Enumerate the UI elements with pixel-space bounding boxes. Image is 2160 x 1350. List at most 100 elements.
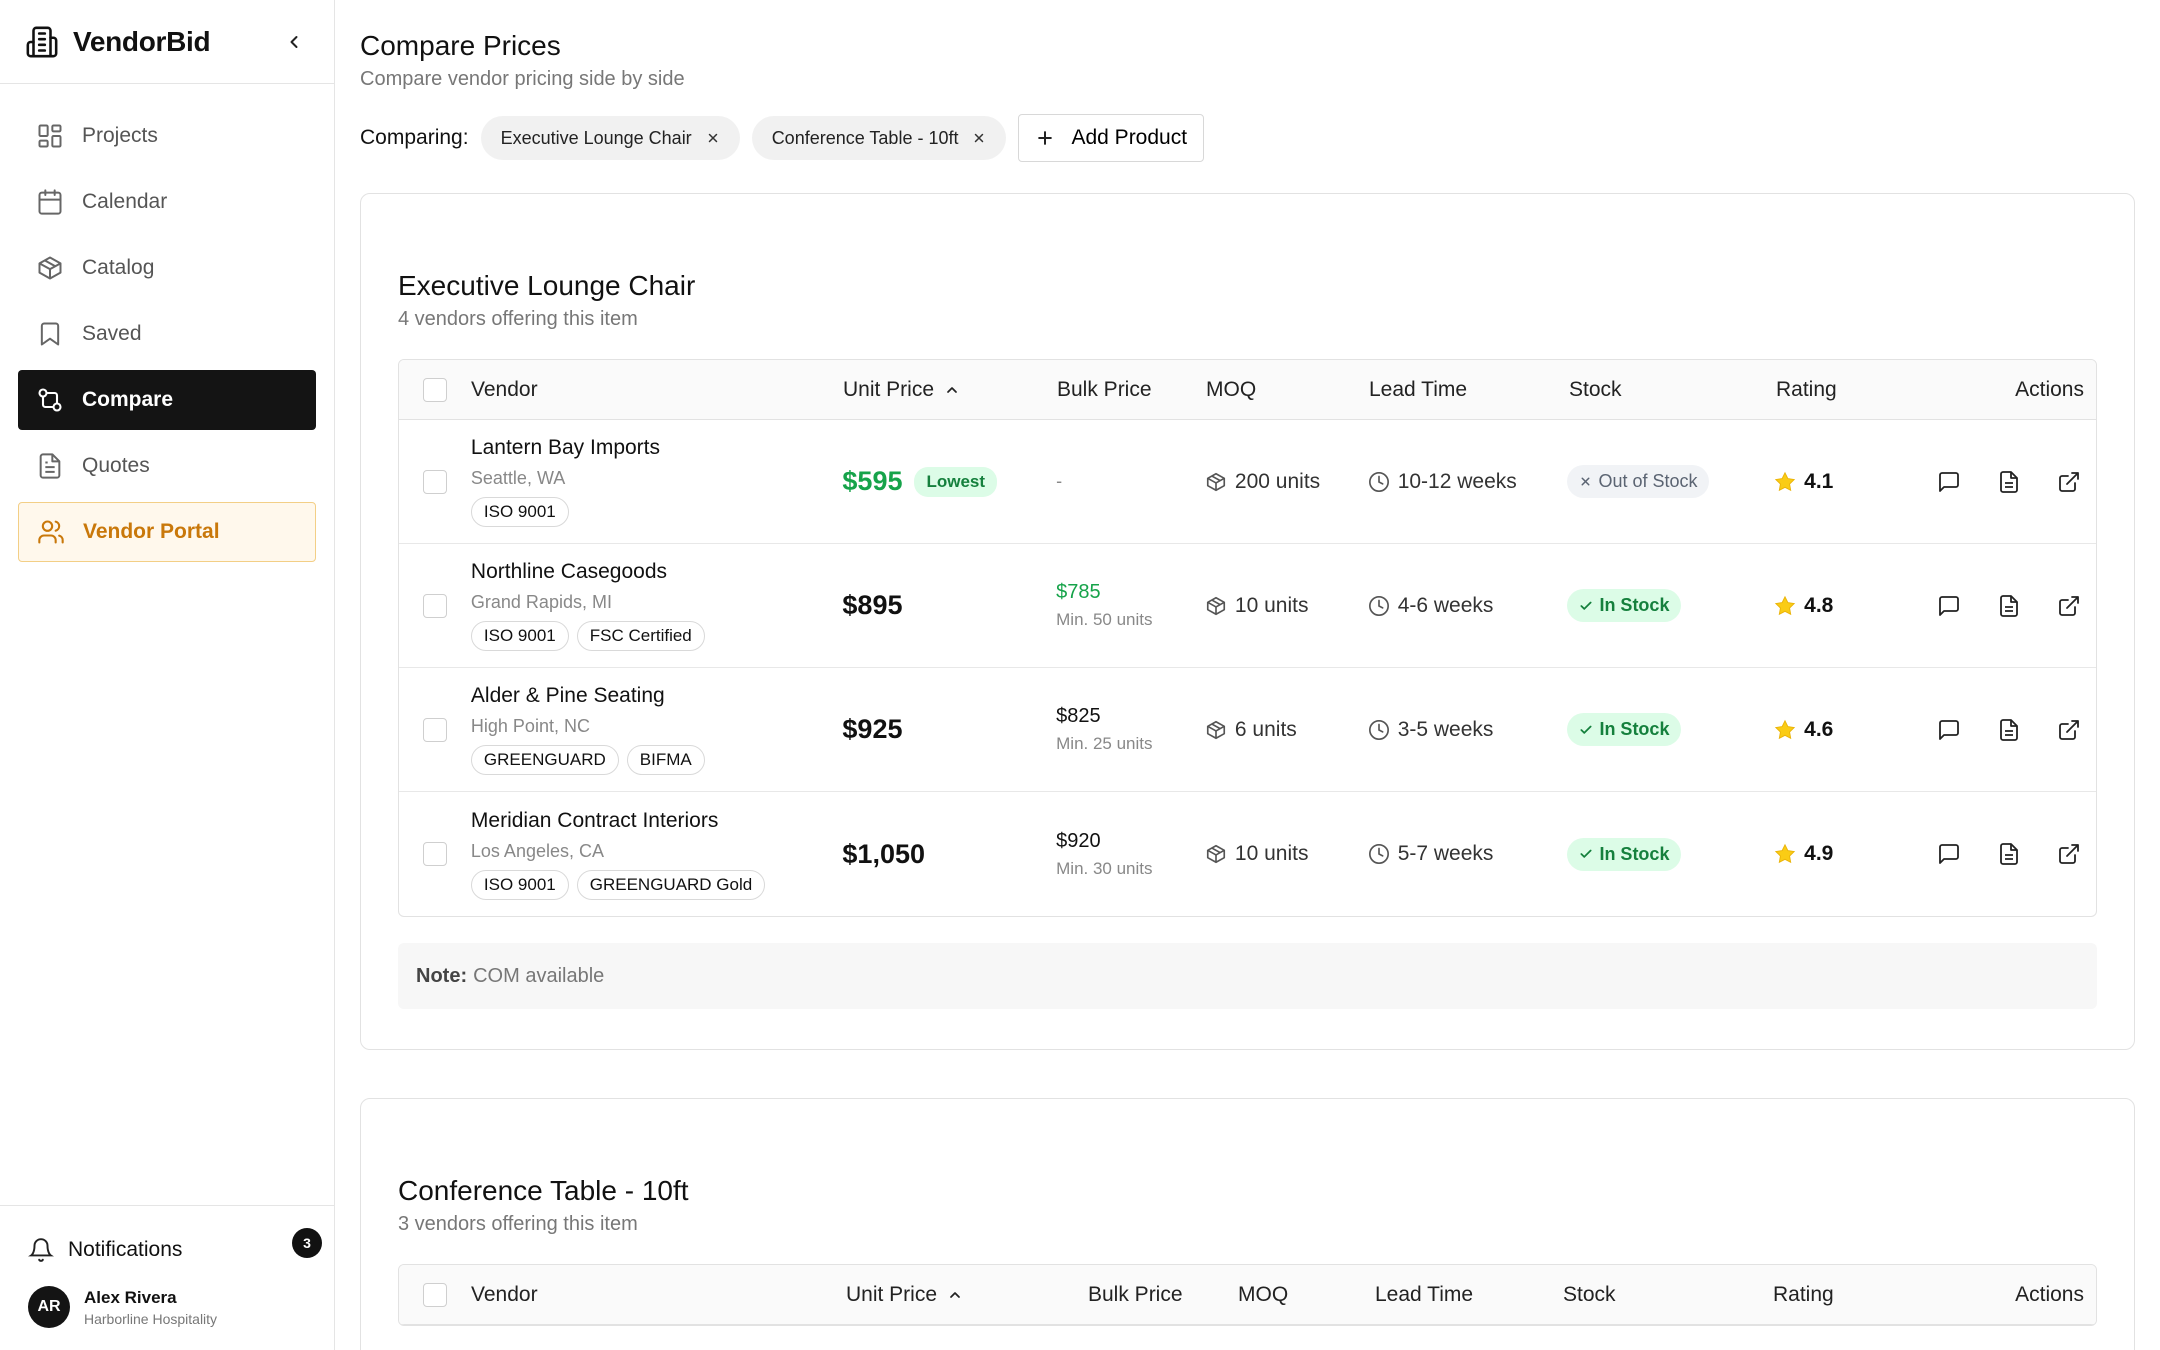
package-icon <box>1205 595 1227 617</box>
vendor-name[interactable]: Lantern Bay Imports <box>470 436 660 459</box>
row-checkbox[interactable] <box>422 469 447 494</box>
stock-status-label: In Stock <box>1599 595 1670 615</box>
product-chip: Conference Table - 10ft <box>751 116 1007 160</box>
sidebar-item-label: Saved <box>82 322 142 345</box>
sidebar-item-quotes[interactable]: Quotes <box>18 436 316 496</box>
product-card: Conference Table - 10ft 3 vendors offeri… <box>360 1098 2135 1350</box>
sidebar-item-label: Projects <box>82 124 158 147</box>
message-icon <box>1939 471 1959 492</box>
notifications-button[interactable]: Notifications 3 <box>28 1228 322 1270</box>
clock-icon <box>1368 719 1390 741</box>
sidebar-footer: Notifications 3 AR Alex Rivera Harborlin… <box>0 1205 334 1350</box>
clock-icon <box>1368 595 1390 617</box>
collapse-sidebar-button[interactable] <box>279 27 309 57</box>
vendor-name[interactable]: Northline Casegoods <box>470 560 668 583</box>
notification-count-badge: 3 <box>292 1228 322 1258</box>
open-vendor-link-button[interactable] <box>2054 467 2084 497</box>
message-vendor-button[interactable] <box>1934 591 1964 621</box>
sort-ascending-icon <box>944 382 960 398</box>
bulk-price: $825 <box>1056 705 1101 727</box>
user-name: Alex Rivera <box>84 1287 177 1307</box>
sidebar-item-saved[interactable]: Saved <box>18 304 316 364</box>
sidebar-item-compare[interactable]: Compare <box>18 370 316 430</box>
star-icon <box>1775 595 1796 615</box>
product-title: Conference Table - 10ft <box>398 1175 689 1206</box>
vendor-name[interactable]: Alder & Pine Seating <box>470 684 665 707</box>
open-vendor-link-button[interactable] <box>2054 591 2084 621</box>
row-checkbox[interactable] <box>422 842 447 866</box>
main-content: Compare Prices Compare vendor pricing si… <box>336 0 2160 1350</box>
sidebar-item-catalog[interactable]: Catalog <box>18 238 316 298</box>
clock-icon <box>1368 471 1390 493</box>
note-label: Note: <box>416 964 468 987</box>
moq-value: 10 units <box>1234 842 1309 865</box>
stock-status-label: In Stock <box>1599 843 1670 864</box>
document-icon <box>2000 718 2018 741</box>
bulk-min-quantity: Min. 25 units <box>1056 734 1153 753</box>
close-icon <box>708 133 717 143</box>
column-header-bulk-price[interactable]: Bulk Price <box>1088 1282 1183 1306</box>
select-all-checkbox[interactable] <box>423 377 447 402</box>
column-header-rating[interactable]: Rating <box>1773 1282 1834 1306</box>
column-header-vendor[interactable]: Vendor <box>471 377 538 401</box>
document-icon <box>36 452 64 480</box>
star-icon <box>1775 843 1796 864</box>
column-header-vendor[interactable]: Vendor <box>471 1282 538 1306</box>
user-profile[interactable]: AR Alex Rivera Harborline Hospitality <box>28 1286 306 1328</box>
message-icon <box>1939 595 1959 616</box>
column-header-lead-time[interactable]: Lead Time <box>1369 377 1468 401</box>
rating-value: 4.9 <box>1804 842 1834 865</box>
column-header-lead-time[interactable]: Lead Time <box>1375 1282 1474 1306</box>
column-header-moq[interactable]: MOQ <box>1206 377 1257 401</box>
sidebar-item-calendar[interactable]: Calendar <box>18 172 316 232</box>
message-icon <box>1939 719 1959 740</box>
request-quote-button[interactable] <box>1994 467 2024 497</box>
lead-time-value: 5-7 weeks <box>1397 842 1494 865</box>
sidebar-item-vendor-portal[interactable]: Vendor Portal <box>18 502 316 562</box>
certification-tag: ISO 9001 <box>470 869 569 900</box>
column-header-bulk-price[interactable]: Bulk Price <box>1057 377 1152 401</box>
stock-status-label: In Stock <box>1599 719 1670 739</box>
message-vendor-button[interactable] <box>1934 467 1964 497</box>
rating-value: 4.1 <box>1804 469 1834 493</box>
open-vendor-link-button[interactable] <box>2054 839 2084 869</box>
certification-tag: ISO 9001 <box>470 497 569 527</box>
lead-time-value: 3-5 weeks <box>1397 717 1494 741</box>
request-quote-button[interactable] <box>1994 839 2024 869</box>
lowest-price-badge: Lowest <box>914 466 998 497</box>
external-link-icon <box>2059 719 2079 740</box>
user-organization: Harborline Hospitality <box>84 1310 218 1327</box>
column-header-moq[interactable]: MOQ <box>1238 1282 1289 1306</box>
rating-value: 4.8 <box>1804 593 1834 617</box>
column-header-unit-price[interactable]: Unit Price <box>843 378 1057 402</box>
vendor-name[interactable]: Meridian Contract Interiors <box>470 808 719 832</box>
select-all-checkbox[interactable] <box>423 1282 447 1307</box>
star-icon <box>1775 719 1796 739</box>
column-header-label: Unit Price <box>843 377 935 401</box>
product-vendor-count: 4 vendors offering this item <box>398 308 638 330</box>
message-vendor-button[interactable] <box>1934 839 1964 869</box>
remove-chip-button[interactable] <box>972 131 986 145</box>
column-header-unit-price[interactable]: Unit Price <box>846 1283 1088 1307</box>
page-title: Compare Prices <box>360 30 561 61</box>
remove-chip-button[interactable] <box>706 131 720 145</box>
request-quote-button[interactable] <box>1994 715 2024 745</box>
column-header-rating[interactable]: Rating <box>1776 377 1837 401</box>
message-vendor-button[interactable] <box>1934 715 1964 745</box>
table-header: Vendor Unit Price Bulk Price MOQ Lead Ti… <box>399 360 2096 420</box>
certification-tag: GREENGUARD <box>470 745 619 775</box>
sidebar-item-projects[interactable]: Projects <box>18 106 316 166</box>
lead-time-value: 10-12 weeks <box>1397 469 1517 493</box>
compare-icon <box>36 386 64 414</box>
grid-icon <box>36 122 64 150</box>
open-vendor-link-button[interactable] <box>2054 715 2084 745</box>
column-header-stock[interactable]: Stock <box>1563 1282 1616 1306</box>
row-checkbox[interactable] <box>422 717 447 742</box>
vendor-location: Grand Rapids, MI <box>470 592 612 612</box>
bookmark-icon <box>36 320 64 348</box>
check-icon <box>1580 725 1592 734</box>
column-header-stock[interactable]: Stock <box>1569 377 1622 401</box>
request-quote-button[interactable] <box>1994 591 2024 621</box>
add-product-button[interactable]: Add Product <box>1018 114 1205 162</box>
row-checkbox[interactable] <box>422 593 447 618</box>
